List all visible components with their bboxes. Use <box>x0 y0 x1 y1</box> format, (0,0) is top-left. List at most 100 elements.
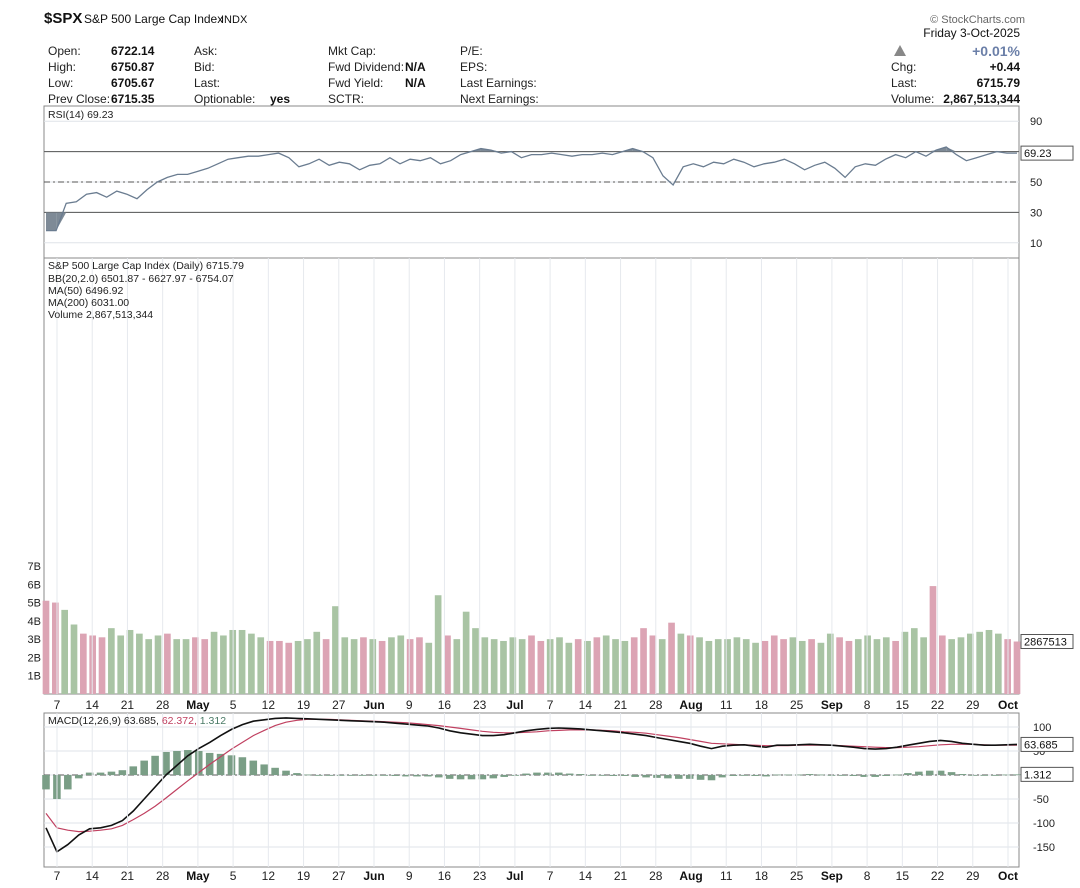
volume-bar <box>612 639 619 694</box>
sctr-label: SCTR: <box>328 92 364 106</box>
volume-tick-4: 4B <box>28 616 41 628</box>
x-label-bottom: 15 <box>896 869 910 883</box>
macd-hist-bar <box>860 775 869 777</box>
macd-hist-bar <box>216 753 225 775</box>
macd-hist-bar <box>991 775 999 776</box>
macd-hist-bar <box>227 755 236 775</box>
x-label-top: 9 <box>406 698 413 712</box>
x-label-top: Oct <box>998 698 1018 712</box>
x-label-top: 18 <box>755 698 769 712</box>
x-label-bottom: 28 <box>156 869 170 883</box>
macd-hist-bar <box>925 770 934 775</box>
x-label-bottom: Sep <box>821 869 843 883</box>
last-price-value: 6715.79 <box>977 76 1021 90</box>
volume-bar <box>80 633 87 694</box>
volume-bar <box>537 640 545 694</box>
x-label-bottom: 14 <box>579 869 593 883</box>
volume-bar <box>630 637 638 694</box>
volume-bar <box>490 639 498 694</box>
volume-bar <box>873 639 881 694</box>
price-title: S&P 500 Large Cap Index (Daily) 6715.79 <box>48 260 244 272</box>
volume-bar <box>574 639 582 694</box>
x-label-bottom: 11 <box>720 869 733 883</box>
x-label-top: 28 <box>649 698 663 712</box>
volume-bar <box>584 640 591 694</box>
volume-bar <box>369 639 377 694</box>
macd-hist-bar <box>445 775 454 779</box>
x-label-bottom: Jul <box>506 869 523 883</box>
x-label-top: May <box>186 698 210 712</box>
legend-bb: BB(20,2.0) 6501.87 - 6627.97 - 6754.07 <box>48 273 234 285</box>
volume-bar <box>892 640 899 694</box>
volume-bar <box>145 639 153 694</box>
legend-volume: Volume 2,867,513,344 <box>48 309 153 321</box>
volume-bar <box>976 631 983 694</box>
volume-bar <box>397 635 405 694</box>
x-label-bottom: 27 <box>332 869 346 883</box>
optionable-label: Optionable: <box>194 92 255 106</box>
volume-bar <box>901 631 909 694</box>
volume-bar <box>388 637 395 694</box>
volume-bar <box>238 629 246 694</box>
macd-hist-bar <box>980 775 989 776</box>
macd-hist-bar <box>849 775 858 776</box>
volume-bar <box>117 635 125 694</box>
macd-hist-bar <box>336 775 345 776</box>
x-label-top: 21 <box>614 698 628 712</box>
macd-hist-bar <box>598 775 607 776</box>
volume-bar <box>640 628 647 694</box>
volume-bar <box>434 595 442 694</box>
macd-hist-bar <box>1013 774 1021 776</box>
volume-bar <box>42 600 50 694</box>
macd-hist-bar <box>893 774 901 776</box>
change-percent: +0.01% <box>972 43 1020 59</box>
x-label-bottom: 7 <box>54 869 61 883</box>
macd-hist-bar <box>314 775 323 776</box>
macd-hist-bar <box>936 770 945 775</box>
high-value: 6750.87 <box>111 60 155 74</box>
x-label-bottom: 9 <box>406 869 413 883</box>
macd-title-macd: MACD(12,26,9) 63.685, <box>48 715 159 727</box>
x-label-top: 14 <box>579 698 593 712</box>
volume-bar <box>733 637 741 694</box>
volume-bar <box>304 639 311 694</box>
volume-bar <box>322 639 330 694</box>
volume-bar <box>957 637 965 694</box>
macd-hist-bar <box>609 775 618 776</box>
open-label: Open: <box>48 44 81 58</box>
macd-hist-bar <box>489 775 498 779</box>
volume-bar <box>994 633 1002 694</box>
macd-hist-bar <box>194 751 203 775</box>
volume-bar <box>52 602 59 694</box>
macd-hist-bar <box>380 775 388 776</box>
volume-tick-3: 3B <box>28 634 41 646</box>
macd-hist-bar <box>751 775 759 776</box>
macd-hist-bar <box>838 775 847 776</box>
x-axis-layer: 7 7 14 14 21 21 28 28 May May 5 5 12 12 19 19 27 27 Jun Jun… <box>54 258 1018 883</box>
macd-tick--50: -50 <box>1033 794 1049 806</box>
volume-bar <box>985 629 993 694</box>
macd-hist-bar <box>904 773 912 775</box>
ask-label: Ask: <box>194 44 217 58</box>
macd-hist-bar <box>554 772 563 775</box>
volume-bar <box>294 640 302 694</box>
macd-hist-bar <box>238 757 247 775</box>
macd-tick--150: -150 <box>1033 842 1055 854</box>
macd-hist-bar <box>620 775 629 776</box>
x-label-bottom: 29 <box>966 869 980 883</box>
macd-hist-bar <box>391 775 399 776</box>
volume-bar <box>593 637 601 694</box>
volume-bar <box>789 637 797 694</box>
macd-hist-bar <box>85 772 94 775</box>
volume-tick-2: 2B <box>28 652 41 664</box>
fwd-yield-label: Fwd Yield: <box>328 76 383 90</box>
volume-bar <box>285 642 293 694</box>
volume-bar <box>882 637 890 694</box>
x-label-bottom: 5 <box>230 869 237 883</box>
volume-label: Volume: <box>891 92 934 106</box>
macd-hist-bar <box>282 770 290 775</box>
macd-hist-bar <box>478 775 487 780</box>
macd-hist-bar <box>173 751 181 775</box>
up-triangle-icon <box>894 45 906 56</box>
macd-hist-bar <box>260 764 268 775</box>
